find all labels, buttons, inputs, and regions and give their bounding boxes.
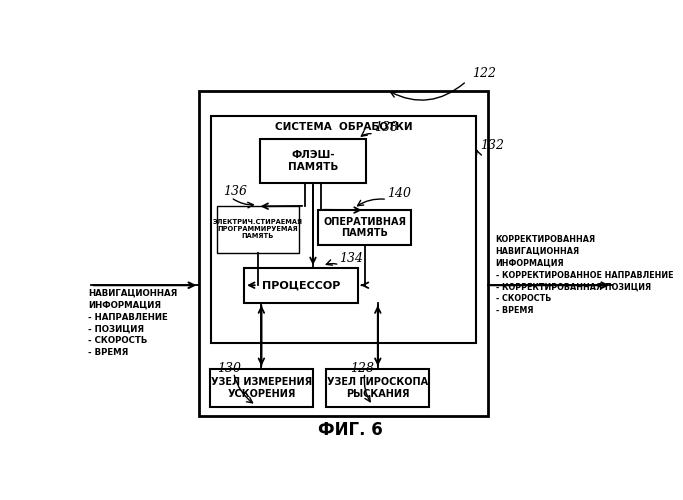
Bar	[245, 268, 358, 302]
Text: ФЛЭШ-
ПАМЯТЬ: ФЛЭШ- ПАМЯТЬ	[288, 150, 338, 172]
Text: НАВИГАЦИОННАЯ
ИНФОРМАЦИЯ
- НАПРАВЛЕНИЕ
- ПОЗИЦИЯ
- СКОРОСТЬ
- ВРЕМЯ: НАВИГАЦИОННАЯ ИНФОРМАЦИЯ - НАПРАВЛЕНИЕ -…	[88, 289, 178, 357]
Text: СИСТЕМА  ОБРАБОТКИ: СИСТЕМА ОБРАБОТКИ	[275, 122, 413, 132]
Bar	[326, 369, 430, 408]
Text: 134: 134	[339, 252, 363, 265]
FancyArrowPatch shape	[364, 376, 370, 402]
FancyArrowPatch shape	[476, 150, 482, 157]
Text: ФИГ. 6: ФИГ. 6	[318, 421, 382, 439]
FancyArrowPatch shape	[233, 199, 253, 208]
Text: УЗЕЛ ИЗМЕРЕНИЯ
УСКОРЕНИЯ: УЗЕЛ ИЗМЕРЕНИЯ УСКОРЕНИЯ	[211, 377, 312, 399]
Bar	[199, 91, 488, 416]
Text: ПРОЦЕССОР: ПРОЦЕССОР	[262, 280, 340, 290]
Text: ЭЛЕКТРИЧ.СТИРАЕМАЯ
ПРОГРАММИРУЕМАЯ
ПАМЯТЬ: ЭЛЕКТРИЧ.СТИРАЕМАЯ ПРОГРАММИРУЕМАЯ ПАМЯТ…	[212, 220, 303, 240]
Bar	[318, 210, 411, 245]
FancyArrowPatch shape	[391, 83, 464, 100]
Bar	[260, 139, 366, 183]
FancyArrowPatch shape	[358, 199, 385, 206]
Text: 128: 128	[350, 362, 374, 375]
Bar	[210, 369, 313, 408]
Text: 132: 132	[479, 138, 504, 151]
Bar	[217, 206, 298, 252]
FancyArrowPatch shape	[326, 260, 337, 265]
Text: 138: 138	[374, 121, 398, 134]
FancyArrowPatch shape	[234, 376, 253, 403]
Bar	[211, 116, 476, 343]
Text: 136: 136	[223, 184, 247, 198]
Text: КОРРЕКТИРОВАННАЯ
НАВИГАЦИОННАЯ
ИНФОРМАЦИЯ
- КОРРЕКТИРОВАННОЕ НАПРАВЛЕНИЕ
- КОРРЕ: КОРРЕКТИРОВАННАЯ НАВИГАЦИОННАЯ ИНФОРМАЦИ…	[496, 235, 673, 315]
Text: УЗЕЛ ГИРОСКОПА
РЫСКАНИЯ: УЗЕЛ ГИРОСКОПА РЫСКАНИЯ	[327, 377, 428, 399]
Text: 122: 122	[472, 68, 496, 80]
FancyArrowPatch shape	[361, 130, 371, 136]
Text: 140: 140	[387, 186, 411, 200]
Text: 130: 130	[217, 362, 240, 375]
Text: ОПЕРАТИВНАЯ
ПАМЯТЬ: ОПЕРАТИВНАЯ ПАМЯТЬ	[323, 216, 406, 238]
